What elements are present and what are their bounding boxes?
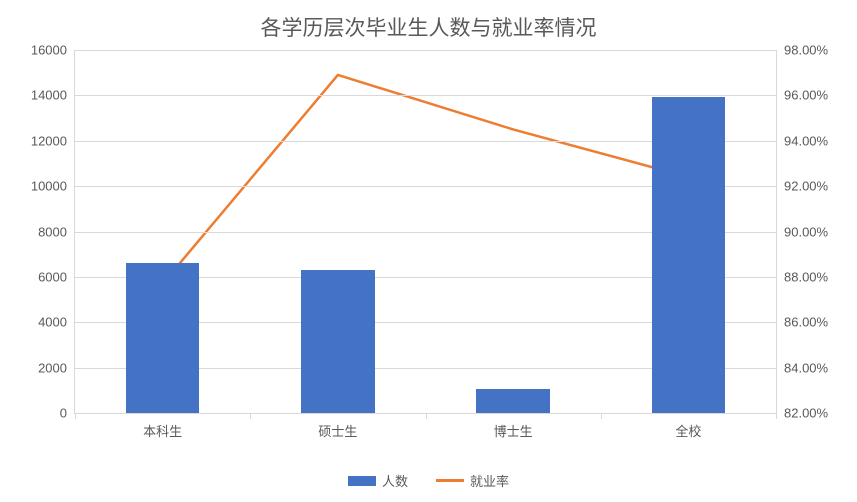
- bar: [476, 389, 550, 413]
- x-tick: [75, 413, 76, 419]
- y-right-tick-label: 96.00%: [784, 88, 828, 103]
- plot-area: 020004000600080001000012000140001600082.…: [74, 50, 777, 414]
- plot-wrapper: 020004000600080001000012000140001600082.…: [12, 50, 845, 442]
- y-left-tick-label: 2000: [38, 360, 67, 375]
- legend-swatch-bar: [348, 476, 376, 486]
- y-right-tick-label: 82.00%: [784, 406, 828, 421]
- chart-container: 各学历层次毕业生人数与就业率情况 02000400060008000100001…: [0, 0, 857, 502]
- bar: [126, 263, 200, 413]
- y-left-tick-label: 6000: [38, 269, 67, 284]
- y-left-tick-label: 12000: [31, 133, 67, 148]
- legend-item-bars: 人数: [348, 471, 408, 490]
- y-left-tick-label: 14000: [31, 88, 67, 103]
- x-tick: [250, 413, 251, 419]
- legend: 人数 就业率: [0, 471, 857, 490]
- line-series: [163, 75, 689, 284]
- y-right-tick-label: 98.00%: [784, 43, 828, 58]
- legend-label-bars: 人数: [382, 471, 408, 490]
- y-right-tick-label: 92.00%: [784, 179, 828, 194]
- legend-swatch-line: [436, 479, 464, 482]
- y-right-tick-label: 84.00%: [784, 360, 828, 375]
- y-left-tick-label: 10000: [31, 179, 67, 194]
- y-left-tick-label: 16000: [31, 43, 67, 58]
- y-right-tick-label: 90.00%: [784, 224, 828, 239]
- x-tick: [601, 413, 602, 419]
- chart-title: 各学历层次毕业生人数与就业率情况: [0, 0, 857, 48]
- x-category-label: 硕士生: [318, 421, 357, 440]
- x-category-label: 博士生: [494, 421, 533, 440]
- x-category-label: 全校: [675, 421, 701, 440]
- gridline: [75, 50, 776, 51]
- y-right-tick-label: 86.00%: [784, 315, 828, 330]
- x-tick: [426, 413, 427, 419]
- legend-item-line: 就业率: [436, 471, 509, 490]
- x-category-label: 本科生: [143, 421, 182, 440]
- y-right-tick-label: 94.00%: [784, 133, 828, 148]
- bar: [301, 270, 375, 413]
- y-left-tick-label: 8000: [38, 224, 67, 239]
- y-right-tick-label: 88.00%: [784, 269, 828, 284]
- y-left-tick-label: 0: [60, 406, 67, 421]
- x-tick: [776, 413, 777, 419]
- y-left-tick-label: 4000: [38, 315, 67, 330]
- legend-label-line: 就业率: [470, 471, 509, 490]
- bar: [652, 97, 726, 413]
